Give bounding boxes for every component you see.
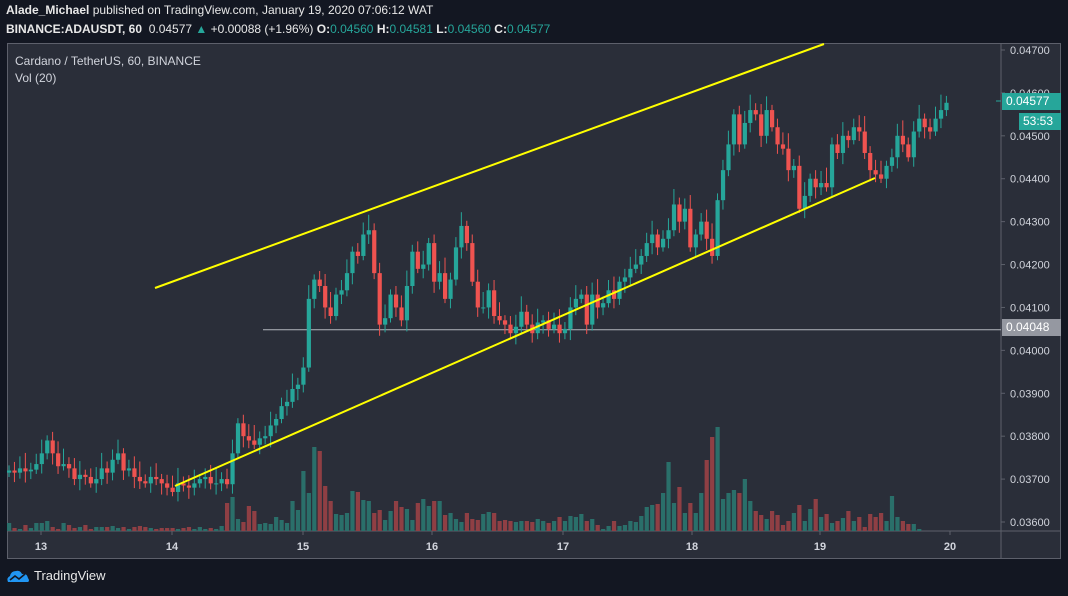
- publish-info: Alade_Michael published on TradingView.c…: [6, 3, 433, 17]
- y-tick-label: 0.03900: [1010, 388, 1050, 400]
- indicator-label[interactable]: Vol (20): [15, 71, 57, 85]
- x-tick-label: 16: [426, 541, 438, 553]
- x-tick-label: 15: [297, 541, 309, 553]
- close-label: C:: [494, 22, 507, 36]
- y-tick-label: 0.04100: [1010, 302, 1050, 314]
- x-tick-label: 18: [686, 541, 698, 553]
- author-name[interactable]: Alade_Michael: [6, 3, 90, 17]
- channel-lower-line: [174, 177, 876, 487]
- x-tick-label: 14: [166, 541, 179, 553]
- high-label: H:: [376, 22, 390, 36]
- countdown-tag: 53:53: [1019, 113, 1061, 130]
- y-tick-label: 0.03800: [1010, 431, 1050, 443]
- x-tick-label: 13: [35, 541, 47, 553]
- up-arrow-icon: ▲: [195, 22, 208, 36]
- chart-legend: Cardano / TetherUS, 60, BINANCE Vol (20): [15, 53, 201, 87]
- hline-price-tag: 0.04048: [1002, 319, 1061, 336]
- chart-panel[interactable]: [7, 43, 1061, 559]
- y-tick-label: 0.04400: [1010, 174, 1050, 186]
- tradingview-cloud-icon: [7, 570, 30, 582]
- open-label: O:: [316, 22, 331, 36]
- y-tick-label: 0.04000: [1010, 345, 1050, 357]
- high-value: 0.04581: [389, 22, 433, 36]
- open-value: 0.04560: [330, 22, 374, 36]
- y-tick-label: 0.03600: [1010, 517, 1050, 529]
- x-tick-label: 20: [944, 541, 956, 553]
- low-value: 0.04560: [447, 22, 491, 36]
- last-price-tag: 0.04577: [1002, 93, 1061, 110]
- published-text: published on TradingView.com, January 19…: [92, 3, 434, 17]
- y-tick-label: 0.04200: [1010, 260, 1050, 272]
- brand-name: TradingView: [34, 568, 106, 583]
- y-tick-label: 0.04700: [1010, 45, 1050, 57]
- close-value: 0.04577: [506, 22, 551, 36]
- symbol-label: BINANCE:ADAUSDT, 60: [6, 22, 143, 36]
- last-price: 0.04577: [148, 22, 193, 36]
- series-title: Cardano / TetherUS, 60, BINANCE: [15, 54, 201, 68]
- x-tick-label: 17: [557, 541, 569, 553]
- channel-upper-line: [154, 43, 825, 289]
- brand-logo[interactable]: TradingView: [6, 568, 106, 583]
- y-tick-label: 0.04300: [1010, 217, 1050, 229]
- low-label: L:: [436, 22, 448, 36]
- y-tick-label: 0.03700: [1010, 474, 1050, 486]
- y-tick-label: 0.04500: [1010, 131, 1050, 143]
- price-change: +0.00088 (+1.96%): [210, 22, 314, 36]
- x-tick-label: 19: [814, 541, 826, 553]
- symbol-info: BINANCE:ADAUSDT, 60 0.04577 ▲ +0.00088 (…: [6, 22, 550, 36]
